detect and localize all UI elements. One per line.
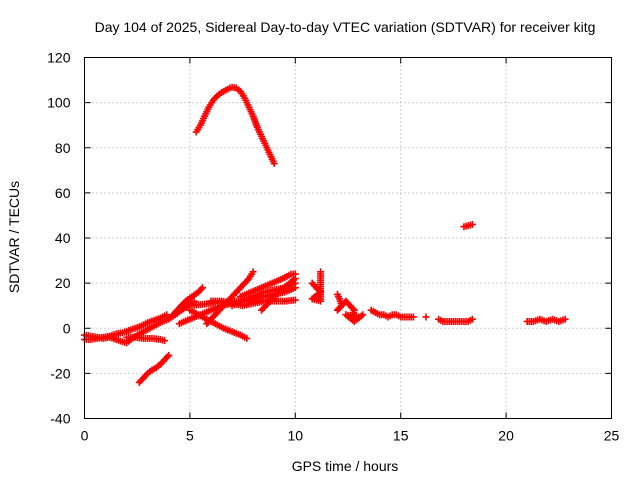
- series-pts-14h: [367, 306, 417, 321]
- x-tick-label: 10: [288, 428, 304, 444]
- data-point: [317, 268, 325, 276]
- y-tick-label: 0: [63, 320, 71, 336]
- x-tick-label: 20: [498, 428, 514, 444]
- series-arc-17h: [422, 313, 476, 325]
- series-arc-45: [460, 220, 476, 231]
- data-point: [270, 160, 278, 168]
- data-point: [142, 371, 150, 379]
- y-tick-label: 80: [55, 140, 71, 156]
- data-marks: [81, 83, 569, 386]
- data-point: [249, 268, 257, 276]
- series-arc-high: [192, 83, 278, 168]
- series-arc-mid-d: [186, 306, 251, 342]
- y-tick-label: 100: [47, 95, 71, 111]
- data-point: [197, 285, 205, 293]
- data-point: [165, 351, 173, 359]
- data-point: [212, 93, 220, 101]
- data-point: [422, 313, 430, 321]
- series-pts-11h: [308, 268, 325, 305]
- y-tick-label: 60: [55, 185, 71, 201]
- data-point: [409, 313, 417, 321]
- y-tick-label: -40: [50, 411, 70, 427]
- data-point: [468, 315, 476, 323]
- y-tick-label: -20: [50, 365, 70, 381]
- series-arc-rise-i: [207, 295, 278, 310]
- data-point: [291, 270, 299, 278]
- axis-ticks: 0 5 10 15 20 25 -40 -20 0 20 40 60 80 100 120: [47, 50, 619, 444]
- x-tick-label: 15: [393, 428, 409, 444]
- y-tick-label: 40: [55, 230, 71, 246]
- data-point: [244, 276, 252, 284]
- data-point: [468, 220, 476, 228]
- data-point: [163, 353, 171, 361]
- data-point: [243, 334, 251, 342]
- series-arc-low-flat: [123, 333, 169, 345]
- grid: [84, 57, 612, 419]
- data-point: [199, 284, 207, 292]
- series-arc-mid-a: [169, 284, 207, 319]
- series-pts-12h: [333, 290, 367, 325]
- data-point: [270, 295, 278, 303]
- x-tick-label: 0: [81, 428, 89, 444]
- series-arc-rise-h: [236, 270, 299, 301]
- data-point: [359, 311, 367, 319]
- series-arc-22h: [523, 315, 569, 325]
- data-point: [291, 296, 299, 304]
- x-axis-label: GPS time / hours: [292, 458, 399, 474]
- x-tick-label: 5: [186, 428, 194, 444]
- series-arc-neg: [135, 351, 173, 386]
- y-tick-label: 20: [55, 275, 71, 291]
- y-tick-label: 120: [47, 50, 71, 66]
- data-point: [161, 337, 169, 345]
- data-point: [163, 311, 171, 319]
- x-tick-label: 25: [604, 428, 620, 444]
- data-point: [561, 315, 569, 323]
- chart-title: Day 104 of 2025, Sidereal Day-to-day VTE…: [95, 19, 596, 35]
- y-axis-label: SDTVAR / TECUs: [6, 181, 22, 293]
